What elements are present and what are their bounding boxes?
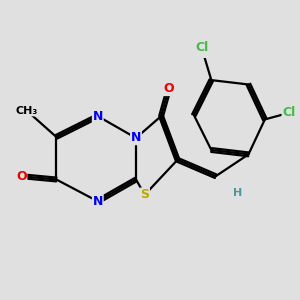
Text: O: O [164,82,174,95]
Text: CH₃: CH₃ [16,106,38,116]
Text: H: H [233,188,242,198]
Text: N: N [93,195,103,208]
Text: O: O [16,170,27,183]
Text: Cl: Cl [282,106,296,119]
Text: N: N [131,131,141,145]
Text: S: S [140,188,149,201]
Text: N: N [93,110,103,123]
Text: Cl: Cl [195,41,208,54]
